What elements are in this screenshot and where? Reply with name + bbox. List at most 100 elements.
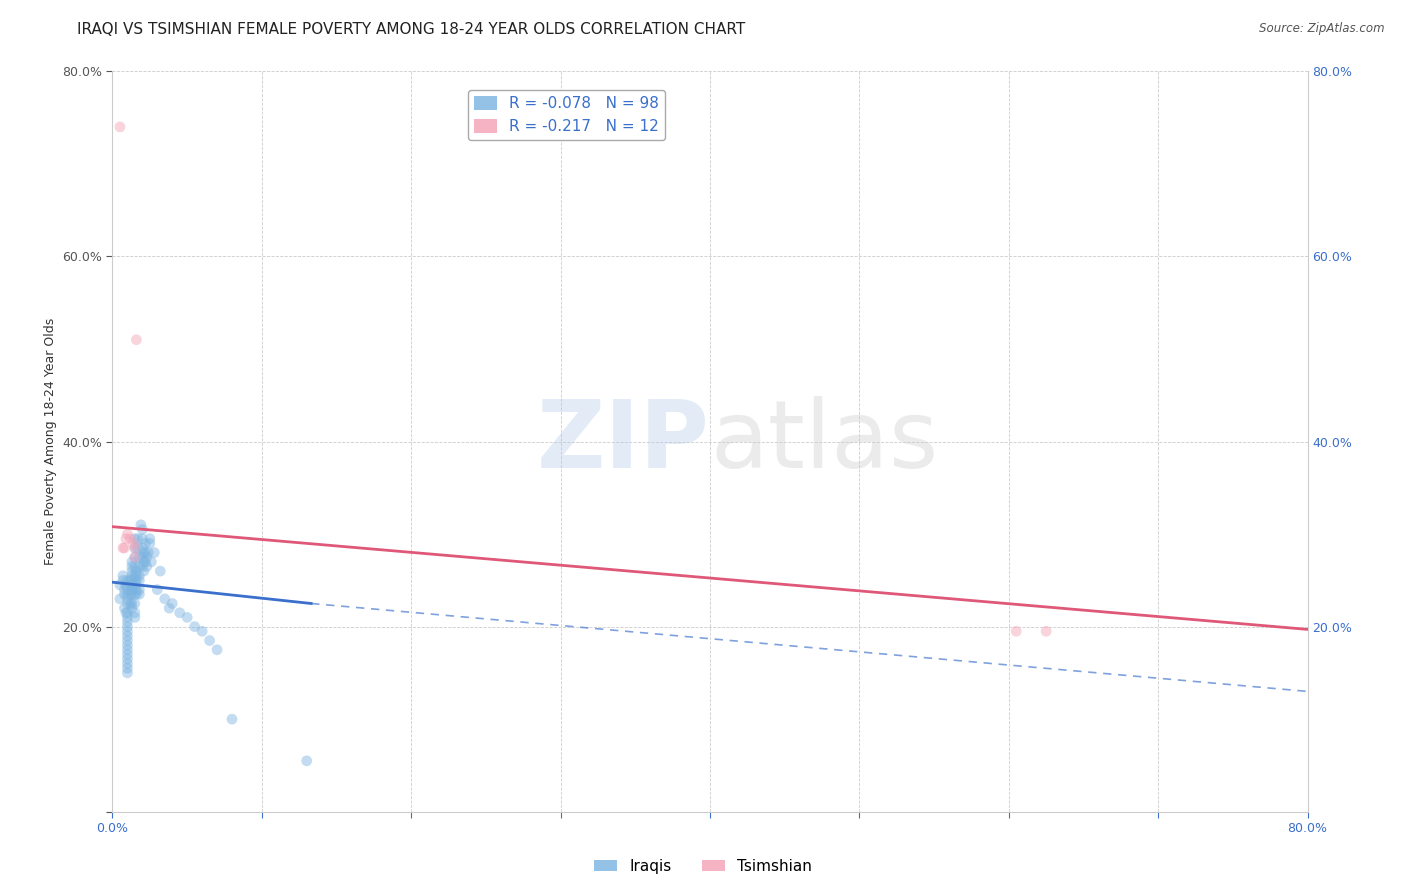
Point [125, 587, 148, 601]
Point [117, 597, 139, 611]
Point [157, 601, 180, 615]
Point [108, 591, 131, 606]
Point [124, 541, 146, 555]
Point [128, 574, 150, 588]
Point [121, 574, 143, 588]
Point [138, 545, 160, 560]
Point [176, 610, 198, 624]
Point [129, 517, 152, 532]
Point [153, 591, 176, 606]
Point [115, 578, 138, 592]
Point [125, 564, 148, 578]
Point [124, 550, 146, 565]
Point [128, 582, 150, 597]
Point [124, 610, 146, 624]
Point [135, 550, 157, 565]
Point [117, 587, 139, 601]
Point [111, 541, 134, 555]
Point [125, 578, 148, 592]
Point [114, 541, 135, 555]
Point [117, 610, 139, 624]
Point [183, 619, 205, 633]
Point [111, 574, 134, 588]
Point [117, 657, 139, 671]
Point [125, 574, 148, 588]
Point [125, 568, 148, 582]
Point [1035, 624, 1057, 639]
Point [111, 568, 134, 582]
Point [125, 333, 148, 347]
Point [121, 555, 143, 569]
Point [114, 601, 135, 615]
Point [117, 652, 139, 666]
Point [127, 532, 149, 546]
Point [121, 601, 143, 615]
Point [132, 555, 155, 569]
Point [131, 532, 153, 546]
Point [141, 555, 163, 569]
Point [124, 578, 146, 592]
Point [143, 545, 166, 560]
Point [121, 597, 143, 611]
Point [117, 642, 139, 657]
Legend: R = -0.078   N = 98, R = -0.217   N = 12: R = -0.078 N = 98, R = -0.217 N = 12 [468, 90, 665, 140]
Point [146, 582, 169, 597]
Text: IRAQI VS TSIMSHIAN FEMALE POVERTY AMONG 18-24 YEAR OLDS CORRELATION CHART: IRAQI VS TSIMSHIAN FEMALE POVERTY AMONG … [77, 22, 745, 37]
Point [132, 545, 155, 560]
Point [169, 606, 191, 620]
Point [131, 541, 153, 555]
Point [117, 574, 139, 588]
Point [128, 568, 150, 582]
Point [131, 523, 153, 537]
Point [117, 665, 139, 680]
Point [117, 624, 139, 639]
Point [135, 559, 157, 574]
Point [115, 606, 138, 620]
Point [205, 642, 228, 657]
Point [139, 536, 162, 550]
Point [108, 120, 131, 134]
Point [117, 619, 139, 633]
Point [124, 532, 146, 546]
Point [191, 624, 214, 639]
Point [121, 582, 143, 597]
Point [124, 559, 146, 574]
Point [120, 532, 142, 546]
Point [131, 559, 153, 574]
Point [117, 527, 139, 541]
Point [124, 606, 146, 620]
Point [132, 564, 155, 578]
Y-axis label: Female Poverty Among 18-24 Year Olds: Female Poverty Among 18-24 Year Olds [44, 318, 56, 566]
Point [128, 550, 150, 565]
Point [121, 559, 143, 574]
Point [121, 587, 143, 601]
Point [114, 587, 135, 601]
Point [117, 615, 139, 629]
Point [134, 545, 156, 560]
Text: Source: ZipAtlas.com: Source: ZipAtlas.com [1260, 22, 1385, 36]
Point [120, 578, 142, 592]
Point [139, 532, 162, 546]
Point [117, 648, 139, 662]
Point [128, 559, 150, 574]
Point [124, 587, 146, 601]
Point [125, 582, 148, 597]
Point [128, 587, 150, 601]
Point [221, 712, 243, 726]
Point [198, 633, 221, 648]
Point [117, 606, 139, 620]
Point [117, 638, 139, 652]
Point [115, 532, 138, 546]
Point [117, 591, 139, 606]
Point [134, 536, 156, 550]
Point [124, 541, 146, 555]
Text: ZIP: ZIP [537, 395, 710, 488]
Point [117, 633, 139, 648]
Point [120, 587, 142, 601]
Point [162, 597, 183, 611]
Text: atlas: atlas [710, 395, 938, 488]
Point [108, 578, 131, 592]
Point [1005, 624, 1028, 639]
Point [114, 582, 135, 597]
Point [122, 536, 145, 550]
